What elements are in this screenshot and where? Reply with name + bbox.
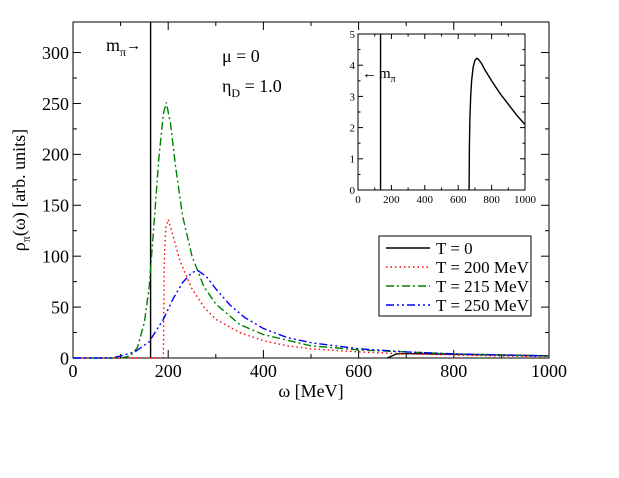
x-tick-label-600: 600 bbox=[345, 361, 372, 381]
main-series-t-250-mev bbox=[73, 269, 550, 359]
inset-plot-frame bbox=[357, 33, 526, 191]
y-tick-label-300: 300 bbox=[42, 43, 69, 63]
main-series-t-200-mev bbox=[73, 217, 550, 359]
main-series-group bbox=[73, 22, 550, 359]
x-tick-label-200: 200 bbox=[383, 194, 400, 206]
y-tick-label-150: 150 bbox=[42, 196, 69, 216]
mpi-label-inset: ← mπ bbox=[362, 66, 396, 85]
x-tick-label-0: 0 bbox=[69, 361, 78, 381]
y-tick-label-200: 200 bbox=[42, 145, 69, 165]
legend-label-t-250-mev: T = 250 MeV bbox=[436, 296, 530, 315]
eta-annotation: ηD = 1.0 bbox=[222, 76, 282, 100]
main-series-t-215-mev bbox=[73, 102, 550, 359]
x-tick-label-1000: 1000 bbox=[531, 361, 567, 381]
inset-series-group bbox=[379, 34, 526, 191]
x-tick-label-400: 400 bbox=[250, 361, 277, 381]
x-tick-label-600: 600 bbox=[450, 194, 467, 206]
legend-label-t-0: T = 0 bbox=[436, 239, 473, 258]
x-tick-label-800: 800 bbox=[440, 361, 467, 381]
y-tick-label-4: 4 bbox=[350, 60, 356, 72]
inset-axis-ticks: 0 200 400 600 800 1000 0 1 2 3 4 5 bbox=[350, 29, 537, 206]
y-tick-label-5: 5 bbox=[350, 29, 356, 41]
y-tick-label-2: 2 bbox=[350, 122, 356, 134]
legend-label-t-215-mev: T = 215 MeV bbox=[436, 277, 530, 296]
inset-series-t-0 bbox=[468, 57, 526, 191]
y-tick-label-0: 0 bbox=[60, 348, 69, 368]
y-tick-label-0: 0 bbox=[350, 185, 356, 197]
legend-box bbox=[378, 235, 532, 317]
mpi-label-main: mπ→ bbox=[106, 35, 141, 59]
x-tick-label-0: 0 bbox=[355, 194, 361, 206]
legend-label-t-200-mev: T = 200 MeV bbox=[436, 258, 530, 277]
x-tick-label-1000: 1000 bbox=[514, 194, 537, 206]
y-tick-label-100: 100 bbox=[42, 246, 69, 266]
mu-annotation: μ = 0 bbox=[222, 46, 260, 66]
y-tick-label-1: 1 bbox=[350, 154, 356, 166]
x-axis-label: ω [MeV] bbox=[278, 381, 343, 401]
y-axis-label: ρπ(ω) [arb. units] bbox=[9, 129, 33, 251]
y-tick-label-50: 50 bbox=[51, 297, 69, 317]
y-tick-label-250: 250 bbox=[42, 94, 69, 114]
x-tick-label-400: 400 bbox=[417, 194, 434, 206]
x-tick-label-800: 800 bbox=[483, 194, 500, 206]
y-tick-label-3: 3 bbox=[350, 91, 356, 103]
x-tick-label-200: 200 bbox=[155, 361, 182, 381]
